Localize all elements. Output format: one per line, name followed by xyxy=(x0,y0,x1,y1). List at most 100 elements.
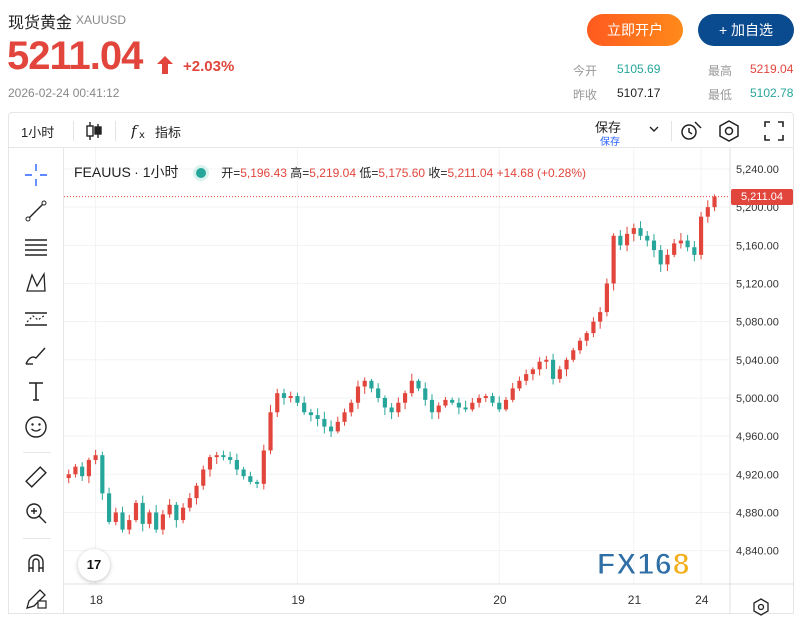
candle-body xyxy=(564,359,569,370)
candle-body xyxy=(389,407,394,413)
candle xyxy=(302,396,307,415)
candle-body xyxy=(517,380,522,389)
candle xyxy=(221,450,226,461)
candle-body xyxy=(537,361,542,370)
text-icon[interactable] xyxy=(23,378,49,404)
candle xyxy=(611,233,616,291)
x-tick-label: 24 xyxy=(695,593,709,607)
tradingview-logo[interactable]: 17 xyxy=(78,549,110,581)
candle xyxy=(645,231,650,247)
candle-body xyxy=(638,228,643,236)
candle xyxy=(281,388,287,405)
candle xyxy=(698,211,704,260)
candle-body xyxy=(120,512,125,530)
instrument-title: 现货黄金 xyxy=(8,15,73,32)
settings-icon[interactable] xyxy=(717,119,741,143)
zoom-icon[interactable] xyxy=(23,500,49,526)
candle xyxy=(402,390,408,410)
candle xyxy=(490,392,495,407)
candle xyxy=(194,482,199,505)
candle-body xyxy=(577,340,583,351)
candle-body xyxy=(631,228,636,234)
open-account-button[interactable]: 立即开户 xyxy=(587,14,683,46)
indicators-button[interactable]: 指标 xyxy=(155,125,182,140)
candle xyxy=(147,509,152,529)
interval-selector[interactable]: 1小时 xyxy=(21,125,55,140)
chart-area[interactable]: 5,240.00 5,200.00 5,160.00 5,120.00 5,080.00… xyxy=(64,148,794,614)
legend-low: 5,175.60 xyxy=(378,166,426,180)
fib-icon[interactable] xyxy=(23,234,49,260)
candle-type-icon[interactable] xyxy=(85,121,103,141)
candle-body xyxy=(281,393,287,398)
candle-body xyxy=(106,493,112,522)
chart-legend: FEAUUS · 1小时 开=5,196.43 高=5,219.04 低=5,1… xyxy=(74,162,586,182)
drawing-toolbar xyxy=(8,148,64,614)
candle-body xyxy=(160,514,165,530)
candle-body xyxy=(187,498,192,508)
chevron-down-icon[interactable] xyxy=(649,126,659,134)
candle xyxy=(550,353,556,385)
emoji-icon[interactable] xyxy=(23,414,49,440)
candle xyxy=(180,503,186,524)
candlestick-chart[interactable]: 5,240.00 5,200.00 5,160.00 5,120.00 5,080.00… xyxy=(64,148,794,614)
fullscreen-icon[interactable] xyxy=(763,120,785,142)
fx-indicator-icon[interactable]: f x xyxy=(131,121,153,141)
candle xyxy=(524,369,529,386)
legend-open: 5,196.43 xyxy=(240,166,287,180)
candle-body xyxy=(80,466,85,477)
candle xyxy=(429,394,435,420)
legend-close: 5,211.04 xyxy=(447,166,494,180)
stat-today-open: 今开 5105.69 xyxy=(573,62,660,79)
magnet-icon[interactable] xyxy=(23,550,49,576)
candle-body xyxy=(221,455,226,458)
crosshair-icon[interactable] xyxy=(23,162,49,188)
pattern-icon[interactable] xyxy=(23,270,49,296)
candle-body xyxy=(73,466,78,475)
candle-body xyxy=(456,402,461,408)
stat-label: 昨收 xyxy=(573,88,598,102)
axis-settings-icon[interactable] xyxy=(752,598,770,616)
candle-body xyxy=(100,455,105,494)
candle xyxy=(335,416,340,434)
ruler-icon[interactable] xyxy=(23,464,49,490)
candle xyxy=(665,249,670,272)
candle-body xyxy=(261,450,266,484)
y-tick-label: 4,920.00 xyxy=(736,469,779,481)
candle xyxy=(409,373,414,397)
candle xyxy=(389,402,394,420)
candle xyxy=(503,397,509,412)
candle-body xyxy=(349,402,354,413)
forecast-icon[interactable] xyxy=(23,306,49,332)
candle xyxy=(631,223,636,242)
camera-icon[interactable] xyxy=(679,119,703,143)
candle xyxy=(658,245,663,272)
candle-body xyxy=(402,393,408,403)
candle xyxy=(167,499,172,518)
add-watchlist-button[interactable]: + 加自选 xyxy=(698,14,794,46)
candle-body xyxy=(342,412,347,422)
brush-icon[interactable] xyxy=(23,342,49,368)
candle xyxy=(436,402,441,419)
trend-line-icon[interactable] xyxy=(23,198,49,224)
lock-pencil-icon[interactable] xyxy=(23,586,49,612)
candle-body xyxy=(214,455,219,458)
candle-body xyxy=(497,402,502,410)
current-price: 5211.04 xyxy=(7,34,143,78)
legend-series-name: FEAUUS xyxy=(74,164,131,180)
instrument-symbol: XAUUSD xyxy=(76,13,127,27)
save-button[interactable]: 保存 xyxy=(595,120,622,135)
candle xyxy=(450,397,455,405)
candle-body xyxy=(685,240,690,248)
x-tick-label: 21 xyxy=(628,593,642,607)
candle-body xyxy=(194,485,199,499)
candle xyxy=(416,378,421,392)
candle-body xyxy=(658,250,663,265)
candle-body xyxy=(557,369,562,379)
save-sub-label: 保存 xyxy=(600,137,620,148)
candle xyxy=(349,399,354,417)
candle xyxy=(214,451,219,465)
candle xyxy=(328,420,334,437)
candle-body xyxy=(369,380,374,389)
y-tick-label: 5,200.00 xyxy=(736,202,779,214)
